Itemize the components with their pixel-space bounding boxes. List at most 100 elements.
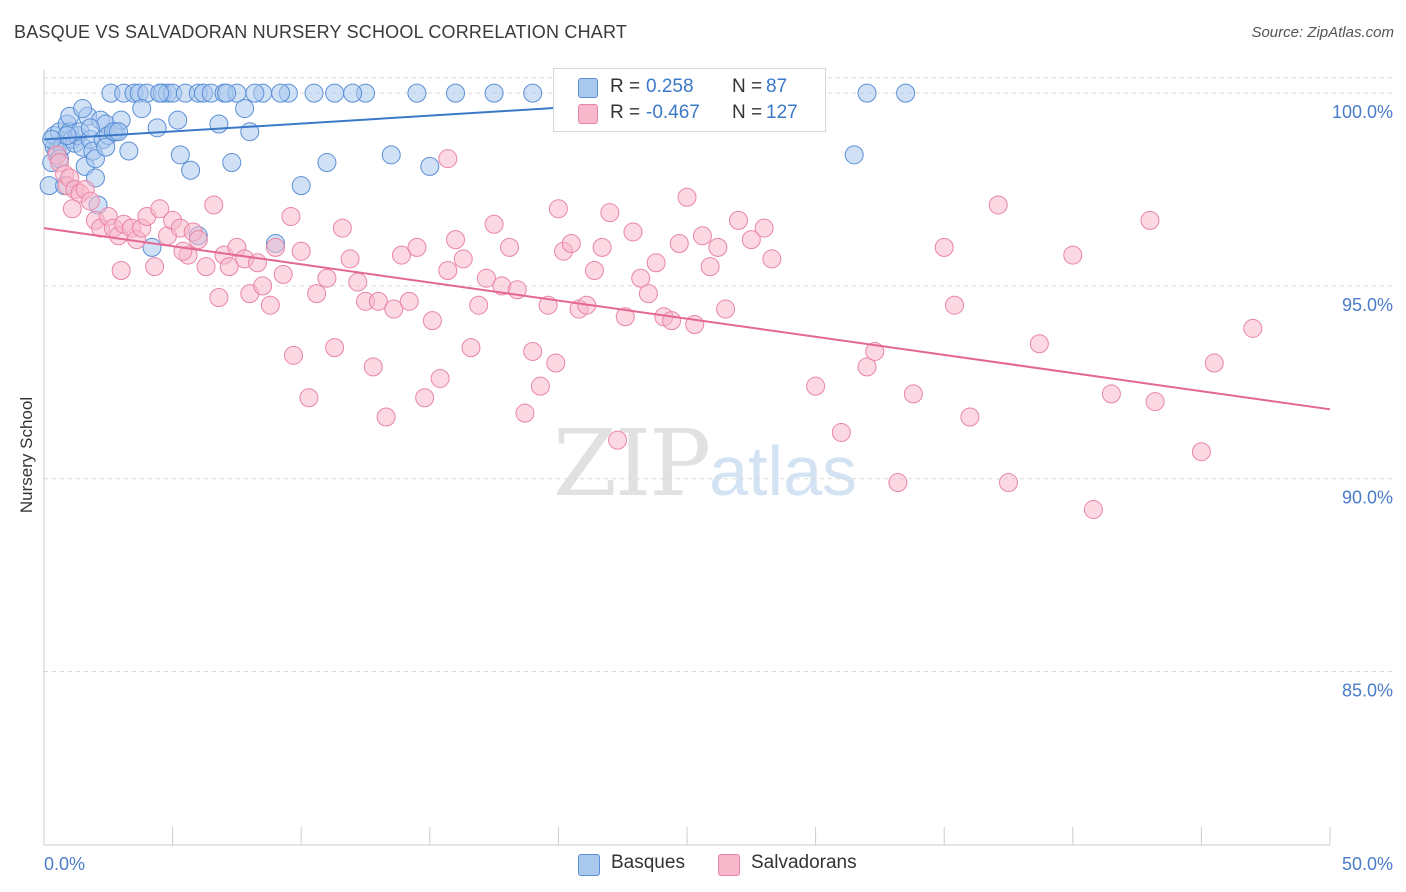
basques-point xyxy=(523,83,543,103)
salvadorans-point xyxy=(584,260,604,280)
basques-point xyxy=(209,114,229,134)
salvadorans-point xyxy=(430,368,450,388)
salvadorans-point xyxy=(700,257,720,277)
basques-point xyxy=(407,83,427,103)
salvadorans-point xyxy=(260,295,280,315)
salvadorans-point xyxy=(415,388,435,408)
salvadorans-points xyxy=(47,145,1263,520)
salvadorans-point xyxy=(1101,384,1121,404)
salvadorans-point xyxy=(1204,353,1224,373)
watermark-atlas: atlas xyxy=(709,432,858,510)
basques-point xyxy=(317,153,337,173)
basques-point xyxy=(304,83,324,103)
salvadorans-point xyxy=(173,241,193,261)
salvadorans-point xyxy=(145,257,165,277)
salvadorans-point xyxy=(646,253,666,273)
gridlines xyxy=(44,77,1392,672)
salvadorans-point xyxy=(363,357,383,377)
salvadorans-point xyxy=(348,272,368,292)
salvadorans-point xyxy=(1191,442,1211,462)
legend-n-label: N = xyxy=(732,102,763,123)
salvadorans-point xyxy=(291,241,311,261)
salvadorans-point xyxy=(888,473,908,493)
salvadorans-point xyxy=(407,237,427,257)
basques-point xyxy=(381,145,401,165)
basques-point xyxy=(132,99,152,119)
watermark: ZIPatlas xyxy=(553,410,857,517)
salvadorans-point xyxy=(438,260,458,280)
basques-point xyxy=(271,83,291,103)
basques-point xyxy=(73,99,93,119)
salvadorans-point xyxy=(762,249,782,269)
legend-swatch-basques xyxy=(578,78,598,98)
salvadorans-point xyxy=(299,388,319,408)
salvadorans-point xyxy=(399,291,419,311)
basques-point xyxy=(168,110,188,130)
legend-n-label: N = xyxy=(732,76,763,97)
salvadorans-point xyxy=(376,407,396,427)
basques-point xyxy=(80,118,100,138)
basques-point xyxy=(217,83,237,103)
salvadorans-point xyxy=(831,422,851,442)
salvadorans-point xyxy=(600,203,620,223)
basques-point xyxy=(446,83,466,103)
x-tick-label: 50.0% xyxy=(1342,854,1393,874)
salvadorans-point xyxy=(728,210,748,230)
basques-point xyxy=(325,83,345,103)
legend-swatch-salvadorans xyxy=(578,104,598,124)
salvadorans-point xyxy=(1145,392,1165,412)
legend-r-value: -0.467 xyxy=(646,102,700,123)
salvadorans-point xyxy=(716,299,736,319)
salvadorans-point xyxy=(325,338,345,358)
salvadorans-point xyxy=(196,257,216,277)
y-tick-label: 100.0% xyxy=(1332,102,1393,122)
salvadorans-point xyxy=(934,237,954,257)
source-credit: Source: ZipAtlas.com xyxy=(1251,24,1394,41)
salvadorans-point xyxy=(253,276,273,296)
salvadorans-point xyxy=(523,341,543,361)
bottom-legend-swatch-basques xyxy=(578,854,600,876)
salvadorans-point xyxy=(484,214,504,234)
salvadorans-point xyxy=(623,222,643,242)
salvadorans-point xyxy=(461,338,481,358)
basques-point xyxy=(420,156,440,176)
salvadorans-point xyxy=(368,291,388,311)
y-tick-label: 90.0% xyxy=(1342,488,1393,508)
axes xyxy=(43,70,1331,846)
legend-n-value: 127 xyxy=(766,102,798,123)
salvadorans-point xyxy=(188,230,208,250)
salvadorans-point xyxy=(960,407,980,427)
basques-points xyxy=(39,83,916,257)
salvadorans-point xyxy=(515,403,535,423)
salvadorans-point xyxy=(615,307,635,327)
legend-r-value: 0.258 xyxy=(646,76,694,97)
bottom-legend-label-salvadorans: Salvadorans xyxy=(751,852,857,873)
salvadorans-point xyxy=(530,376,550,396)
basques-point xyxy=(844,145,864,165)
salvadorans-point xyxy=(111,260,131,280)
salvadorans-point xyxy=(1063,245,1083,265)
y-tick-label: 95.0% xyxy=(1342,295,1393,315)
watermark-zip: ZIP xyxy=(553,410,711,517)
salvadorans-point xyxy=(692,226,712,246)
salvadorans-point xyxy=(662,311,682,331)
salvadorans-point xyxy=(265,237,285,257)
x-tick-label: 0.0% xyxy=(44,854,85,874)
salvadorans-point xyxy=(340,249,360,269)
legend-row-basques: R = 0.258 N = 87 xyxy=(554,74,825,100)
basques-point xyxy=(109,122,129,142)
salvadorans-point xyxy=(62,199,82,219)
salvadorans-point xyxy=(204,195,224,215)
y-tick-label: 85.0% xyxy=(1342,680,1393,700)
salvadorans-point xyxy=(500,237,520,257)
salvadorans-point xyxy=(754,218,774,238)
basques-point xyxy=(291,176,311,196)
salvadorans-point xyxy=(999,473,1018,493)
salvadorans-point xyxy=(219,257,239,277)
bottom-legend-swatch-salvadorans xyxy=(718,854,740,876)
salvadorans-point xyxy=(944,295,964,315)
salvadorans-trend-line xyxy=(43,227,1331,411)
salvadorans-point xyxy=(988,195,1008,215)
basques-point xyxy=(119,141,139,161)
